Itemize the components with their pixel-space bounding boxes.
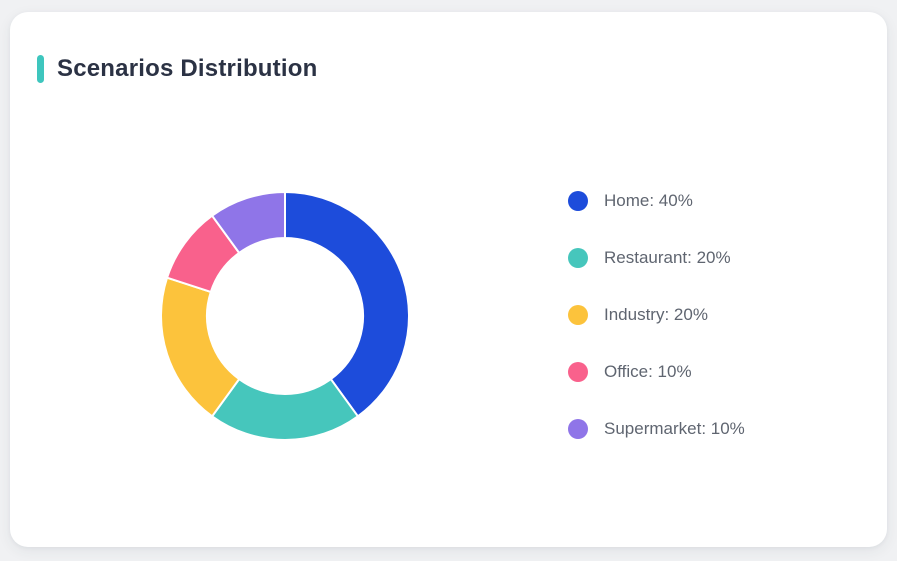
- donut-segment-industry[interactable]: [160, 276, 241, 418]
- donut-chart[interactable]: [160, 191, 410, 441]
- legend-item-office[interactable]: Office: 10%: [568, 362, 745, 382]
- card-header: Scenarios Distribution: [37, 53, 317, 85]
- donut-segment-restaurant[interactable]: [211, 378, 359, 441]
- legend-dot: [568, 305, 588, 325]
- legend-label: Industry: 20%: [604, 305, 708, 324]
- legend-dot: [568, 191, 588, 211]
- scenarios-distribution-card: Scenarios Distribution Home: 40% Restaura…: [10, 12, 887, 547]
- donut-segment-supermarket[interactable]: [211, 191, 286, 254]
- legend-item-home[interactable]: Home: 40%: [568, 191, 745, 211]
- legend-dot: [568, 248, 588, 268]
- chart-legend: Home: 40% Restaurant: 20% Industry: 20% Off…: [568, 191, 745, 439]
- legend-item-supermarket[interactable]: Supermarket: 10%: [568, 419, 745, 439]
- legend-dot: [568, 362, 588, 382]
- legend-label: Restaurant: 20%: [604, 248, 731, 267]
- title-accent-bar: [37, 55, 44, 83]
- legend-item-restaurant[interactable]: Restaurant: 20%: [568, 248, 745, 268]
- legend-dot: [568, 419, 588, 439]
- legend-label: Office: 10%: [604, 362, 692, 381]
- donut-segment-home[interactable]: [284, 191, 410, 418]
- legend-label: Supermarket: 10%: [604, 419, 745, 438]
- page-title: Scenarios Distribution: [57, 55, 318, 82]
- legend-item-industry[interactable]: Industry: 20%: [568, 305, 745, 325]
- legend-label: Home: 40%: [604, 191, 693, 210]
